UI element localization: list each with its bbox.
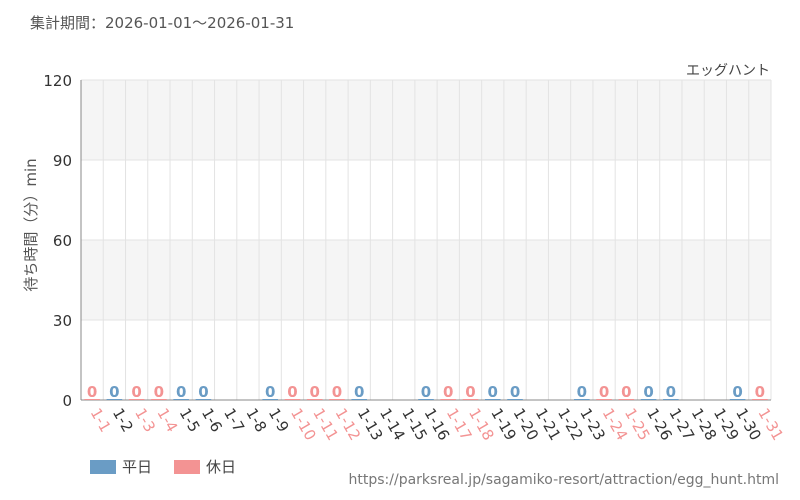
data-label-1-16: 0 bbox=[421, 383, 431, 401]
data-label-1-17: 0 bbox=[443, 383, 453, 401]
legend-swatch-holiday bbox=[174, 459, 201, 474]
legend-item-weekday: 平日 bbox=[90, 456, 152, 477]
x-tick-labels: 1-11-21-31-41-51-61-71-81-91-101-111-121… bbox=[87, 405, 787, 443]
x-tick-label-1-4: 1-4 bbox=[153, 405, 181, 435]
x-tick-label-1-3: 1-3 bbox=[131, 405, 159, 435]
data-label-1-24: 0 bbox=[599, 383, 609, 401]
y-tick-label: 90 bbox=[53, 152, 72, 170]
bar-1-20 bbox=[507, 399, 523, 400]
y-tick-label: 120 bbox=[43, 72, 72, 90]
data-label-1-18: 0 bbox=[465, 383, 475, 401]
x-tick-label-1-6: 1-6 bbox=[198, 405, 226, 435]
x-tick-label-1-5: 1-5 bbox=[176, 405, 204, 435]
bars bbox=[84, 399, 768, 400]
data-label-1-30: 0 bbox=[732, 383, 742, 401]
data-label-1-6: 0 bbox=[198, 383, 208, 401]
x-tick-label-1-1: 1-1 bbox=[87, 405, 115, 435]
bar-1-25 bbox=[618, 399, 635, 400]
bar-1-6 bbox=[195, 399, 212, 400]
data-label-1-11: 0 bbox=[309, 383, 319, 401]
legend-swatch-weekday bbox=[90, 459, 116, 474]
plot-bands bbox=[81, 80, 771, 320]
y-tick-labels: 0 30 60 90 120 bbox=[43, 72, 72, 410]
data-label-1-12: 0 bbox=[332, 383, 342, 401]
bar-1-31 bbox=[752, 399, 768, 400]
grid-lines bbox=[80, 79, 772, 401]
y-axis-label: 待ち時間（分）min bbox=[22, 158, 40, 291]
data-label-1-27: 0 bbox=[666, 383, 676, 401]
bar-1-27 bbox=[663, 399, 679, 400]
y-tick-label: 30 bbox=[53, 312, 72, 330]
data-label-1-23: 0 bbox=[577, 383, 587, 401]
y-tick-label: 0 bbox=[62, 392, 72, 410]
bar-1-4 bbox=[151, 399, 167, 400]
bar-1-3 bbox=[128, 399, 145, 400]
bar-1-23 bbox=[574, 399, 590, 400]
data-label-1-3: 0 bbox=[131, 383, 141, 401]
data-label-1-20: 0 bbox=[510, 383, 520, 401]
plot-band bbox=[81, 80, 771, 160]
data-label-1-4: 0 bbox=[154, 383, 164, 401]
data-label-1-9: 0 bbox=[265, 383, 275, 401]
bar-1-18 bbox=[462, 399, 479, 400]
bar-1-19 bbox=[484, 399, 501, 400]
x-tick-label-1-2: 1-2 bbox=[109, 405, 137, 435]
source-url[interactable]: https://parksreal.jp/sagamiko-resort/att… bbox=[348, 472, 779, 488]
data-label-1-1: 0 bbox=[87, 383, 97, 401]
bar-1-17 bbox=[440, 399, 457, 400]
bar-1-16 bbox=[418, 399, 434, 400]
legend-label-holiday: 休日 bbox=[206, 458, 237, 476]
data-label-1-25: 0 bbox=[621, 383, 631, 401]
x-tick-label-1-7: 1-7 bbox=[220, 405, 248, 435]
data-label-1-31: 0 bbox=[755, 383, 765, 401]
data-label-1-19: 0 bbox=[488, 383, 498, 401]
y-tick-label: 60 bbox=[53, 232, 72, 250]
collection-period: 集計期間：2026-01-01～2026-01-31 bbox=[30, 14, 295, 32]
bar-1-9 bbox=[262, 399, 278, 400]
bar-1-5 bbox=[173, 399, 189, 400]
bar-1-30 bbox=[729, 399, 746, 400]
plot-band bbox=[81, 240, 771, 320]
bar-1-24 bbox=[596, 399, 612, 400]
x-tick-label-1-9: 1-9 bbox=[265, 405, 293, 435]
bar-1-10 bbox=[284, 399, 301, 400]
legend: 平日 休日 bbox=[90, 456, 258, 477]
data-label-1-2: 0 bbox=[109, 383, 119, 401]
data-label-1-10: 0 bbox=[287, 383, 297, 401]
bar-1-12 bbox=[329, 399, 345, 400]
bar-1-26 bbox=[640, 399, 657, 400]
chart-title: エッグハント bbox=[686, 63, 770, 79]
data-label-1-5: 0 bbox=[176, 383, 186, 401]
bar-1-13 bbox=[351, 399, 368, 400]
x-tick-label-1-8: 1-8 bbox=[242, 405, 270, 435]
legend-item-holiday: 休日 bbox=[174, 456, 236, 477]
legend-label-weekday: 平日 bbox=[122, 458, 153, 476]
bar-1-1 bbox=[84, 399, 100, 400]
data-label-1-13: 0 bbox=[354, 383, 364, 401]
bar-1-11 bbox=[306, 399, 323, 400]
data-label-1-26: 0 bbox=[643, 383, 653, 401]
bar-1-2 bbox=[106, 399, 123, 400]
